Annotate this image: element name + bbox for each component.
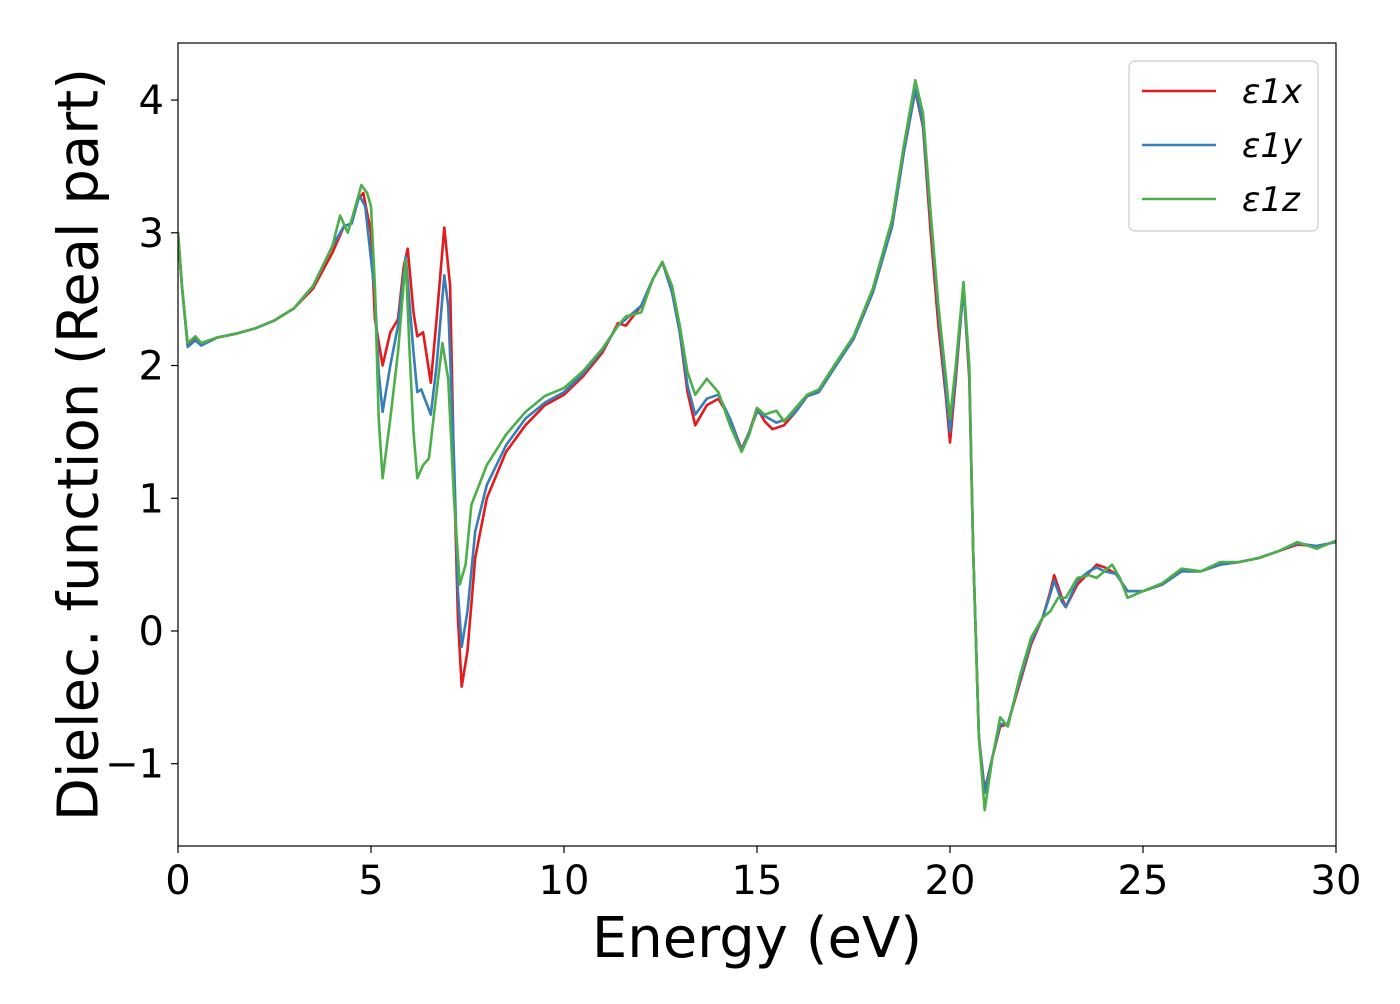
x-tick-label: 10 (539, 858, 590, 904)
y-tick-label: 0 (139, 609, 164, 655)
legend-box (1128, 60, 1319, 232)
ticks-layer: 0 5 10 15 20 25 30 −1 0 1 2 3 4 (105, 78, 1361, 904)
x-tick-label: 30 (1311, 858, 1362, 904)
x-tick-label: 5 (358, 858, 383, 904)
x-axis-label: Energy (eV) (592, 906, 922, 971)
series-line-3 (178, 78, 1336, 812)
y-tick-label: 2 (139, 344, 164, 390)
x-tick-label: 20 (925, 858, 976, 904)
y-tick-label: 1 (139, 476, 164, 522)
y-tick-label: −1 (105, 742, 164, 788)
legend-label: ε1y (1242, 126, 1303, 166)
y-tick-label: 3 (139, 211, 164, 257)
x-tick-label: 25 (1118, 858, 1169, 904)
x-tick-label: 15 (732, 858, 783, 904)
y-tick-label: 4 (139, 78, 164, 124)
y-axis-label: Dielec. function (Real part) (47, 68, 112, 821)
x-tick-label: 0 (165, 858, 190, 904)
series-layer (178, 78, 1336, 812)
legend: ε1x ε1y ε1z (1128, 60, 1319, 232)
legend-label: ε1x (1242, 72, 1303, 112)
legend-label: ε1z (1242, 180, 1301, 220)
